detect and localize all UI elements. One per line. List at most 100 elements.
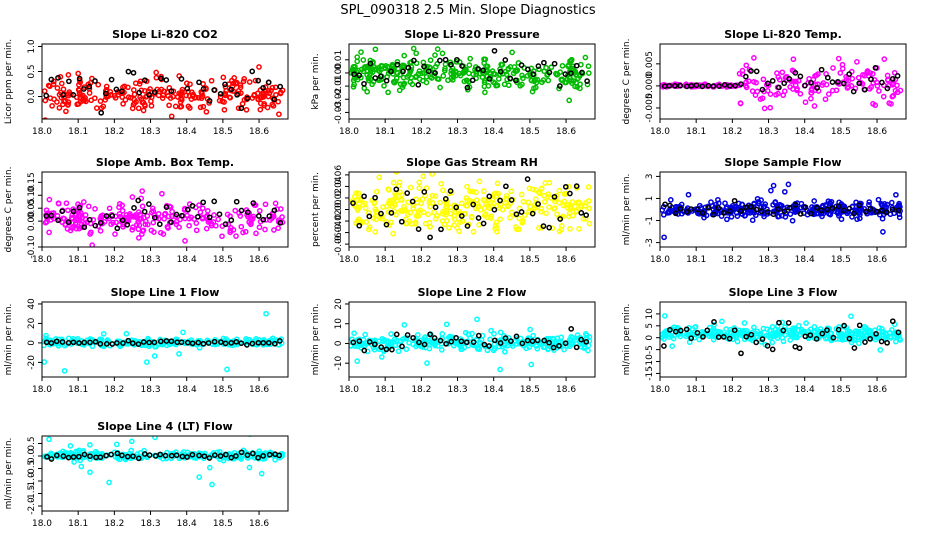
data-point-primary [121, 83, 128, 90]
data-point-primary [209, 481, 215, 488]
data-point-reference [244, 342, 250, 348]
data-point-reference [818, 66, 825, 73]
data-point-primary [137, 450, 144, 456]
data-point-reference [70, 92, 77, 98]
y-axis-label: ml/min per min. [622, 304, 632, 376]
data-point-reference [44, 453, 50, 460]
data-point-primary [838, 331, 845, 337]
data-point-primary [760, 325, 767, 332]
data-point-primary [887, 329, 893, 336]
data-point-reference [184, 206, 191, 213]
data-point-reference [769, 78, 776, 84]
data-point-reference [475, 66, 482, 72]
x-tick-label: 18.5 [213, 385, 233, 395]
data-point-primary [232, 207, 239, 214]
data-point-primary [65, 102, 71, 108]
data-point-reference [573, 183, 580, 189]
data-point-reference [55, 75, 61, 81]
data-point-primary [469, 188, 476, 195]
data-point-reference [829, 205, 836, 211]
data-point-primary [176, 90, 182, 97]
data-point-primary [787, 337, 794, 343]
data-point-reference [356, 72, 363, 79]
data-point-reference [124, 221, 131, 228]
data-point-primary [42, 97, 49, 104]
data-point-primary [106, 479, 112, 486]
data-point-reference [764, 209, 771, 215]
data-point-primary [558, 334, 565, 341]
data-point-primary [585, 347, 591, 354]
x-tick-label: 18.1 [686, 127, 706, 137]
data-point-primary [505, 82, 512, 89]
data-point-primary [440, 187, 446, 194]
y-tick-label: -5 [645, 345, 655, 354]
data-point-reference [76, 204, 83, 211]
data-point-primary [46, 196, 53, 203]
data-point-primary [129, 194, 136, 200]
x-tick-label: 18.4 [795, 127, 815, 137]
data-point-primary [808, 95, 814, 102]
panel-title: Slope Sample Flow [724, 156, 841, 169]
data-point-primary [226, 94, 233, 101]
data-point-reference [48, 76, 55, 83]
data-point-reference [168, 88, 175, 94]
data-point-reference [453, 335, 459, 341]
data-point-primary [585, 63, 592, 70]
data-point-primary [87, 336, 94, 342]
data-point-reference [463, 339, 470, 346]
data-point-primary [464, 203, 471, 209]
x-tick-label: 18.6 [867, 127, 887, 137]
data-point-reference [135, 341, 142, 347]
data-point-reference [807, 332, 814, 339]
data-point-primary [410, 201, 416, 208]
data-point-primary [754, 328, 761, 335]
data-point-reference [350, 339, 357, 346]
data-point-reference [841, 322, 847, 329]
data-point-primary [135, 105, 142, 112]
data-point-primary [835, 55, 842, 62]
data-point-reference [878, 338, 885, 345]
data-point-primary [183, 80, 190, 87]
data-point-primary [97, 98, 104, 104]
data-point-primary [390, 179, 397, 186]
data-point-reference [447, 188, 454, 194]
data-point-primary [743, 79, 749, 86]
data-point-primary [532, 187, 539, 193]
data-point-primary [476, 346, 483, 353]
data-point-primary [779, 319, 786, 326]
data-point-primary [891, 69, 898, 76]
y-tick-label: 3 [645, 174, 655, 180]
data-point-primary [827, 211, 834, 218]
data-point-reference [753, 206, 760, 213]
data-point-primary [258, 470, 265, 477]
data-point-primary [797, 90, 804, 97]
data-point-primary [706, 333, 713, 339]
data-point-primary [355, 67, 361, 74]
data-point-reference [796, 345, 803, 352]
data-point-primary [262, 226, 268, 233]
data-point-primary [417, 207, 424, 214]
data-point-reference [195, 339, 202, 346]
x-tick-label: 18.4 [484, 127, 504, 137]
data-point-primary [559, 76, 565, 83]
data-point-reference [405, 64, 412, 71]
y-tick-label: -1.5 [27, 485, 37, 503]
x-tick-label: 18.2 [104, 519, 124, 529]
data-point-primary [556, 200, 562, 206]
data-point-reference [250, 450, 256, 457]
data-point-reference [705, 204, 712, 211]
data-point-reference [146, 452, 153, 458]
data-point-reference [48, 456, 55, 462]
data-point-primary [257, 106, 264, 113]
data-point-primary [263, 310, 269, 317]
data-point-reference [400, 68, 406, 75]
y-tick-label: 10 [645, 308, 655, 320]
data-point-primary [434, 343, 441, 349]
data-point-primary [438, 180, 445, 187]
data-point-reference [497, 197, 503, 204]
panel-title: Slope Line 1 Flow [111, 286, 220, 299]
data-point-primary [141, 215, 147, 221]
data-point-reference [442, 196, 449, 202]
data-point-reference [125, 68, 132, 75]
data-point-reference [255, 77, 262, 84]
